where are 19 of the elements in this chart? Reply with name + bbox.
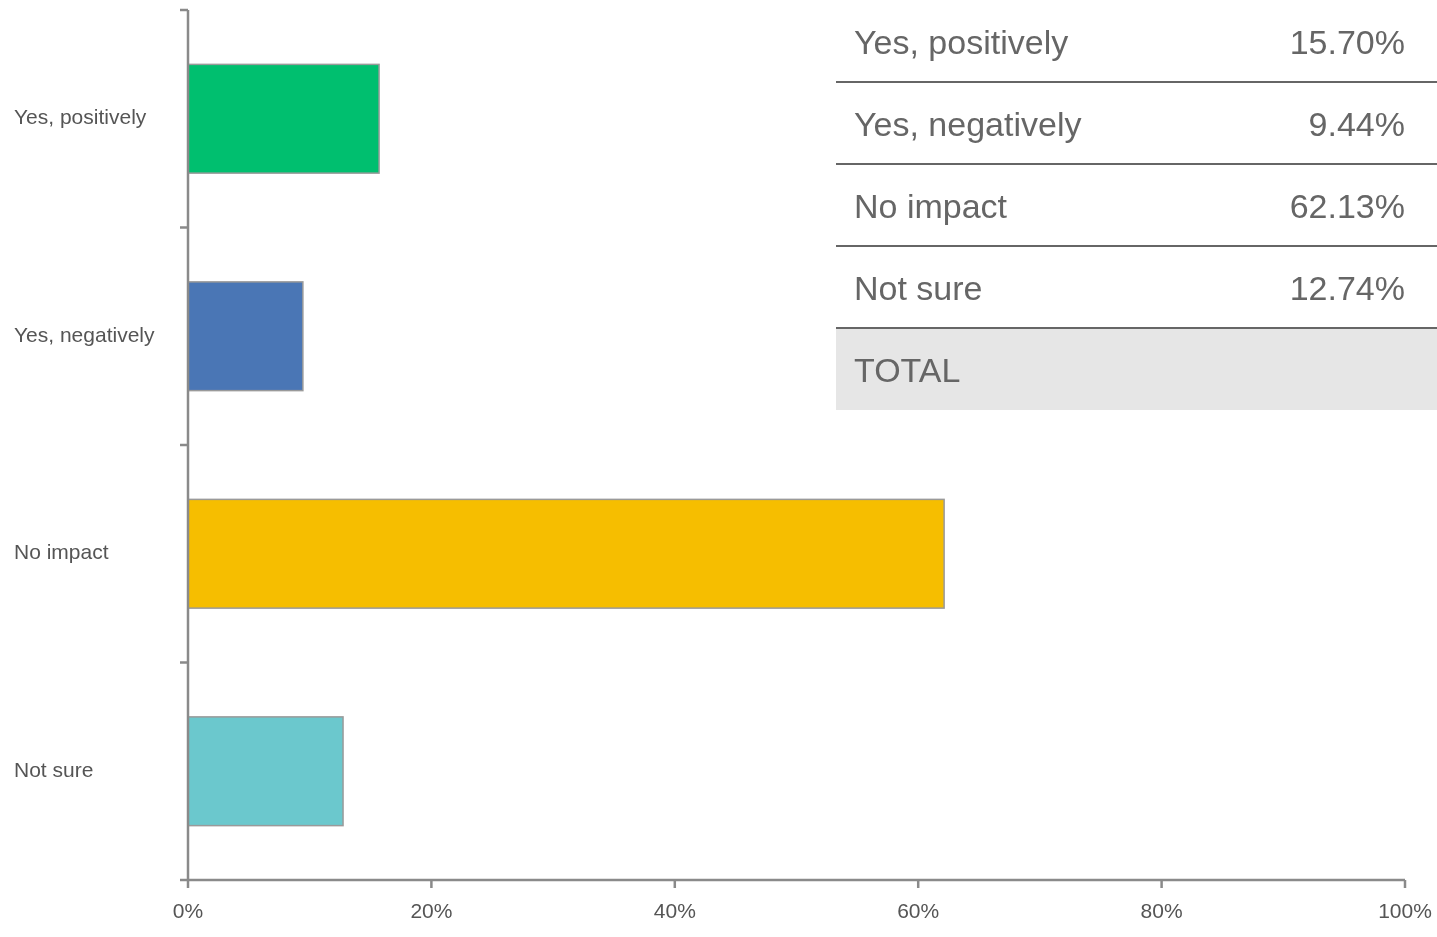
category-label: Yes, negatively bbox=[854, 104, 1082, 143]
y-tick-label: Yes, positively bbox=[14, 105, 147, 129]
category-label: Not sure bbox=[854, 268, 983, 307]
x-tick-label: 60% bbox=[897, 899, 940, 922]
annotation: 9.44% bbox=[1308, 104, 1405, 143]
category-label: No impact bbox=[854, 186, 1008, 225]
annotation: 12.74% bbox=[1289, 268, 1405, 307]
y-tick-label: Not sure bbox=[14, 757, 94, 781]
x-tick-label: 40% bbox=[653, 899, 696, 922]
annotation: TOTAL bbox=[854, 350, 961, 389]
category-label: Yes, positively bbox=[854, 22, 1069, 61]
x-tick-label: 20% bbox=[410, 899, 453, 922]
x-tick-label: 0% bbox=[172, 899, 204, 922]
annotation: 15.70% bbox=[1289, 22, 1405, 61]
x-tick-label: 80% bbox=[1140, 899, 1183, 922]
y-tick-label: No impact bbox=[14, 540, 109, 564]
y-tick-label: Yes, negatively bbox=[14, 322, 155, 346]
x-tick-label: 100% bbox=[1378, 899, 1432, 922]
annotation: 62.13% bbox=[1289, 186, 1405, 225]
